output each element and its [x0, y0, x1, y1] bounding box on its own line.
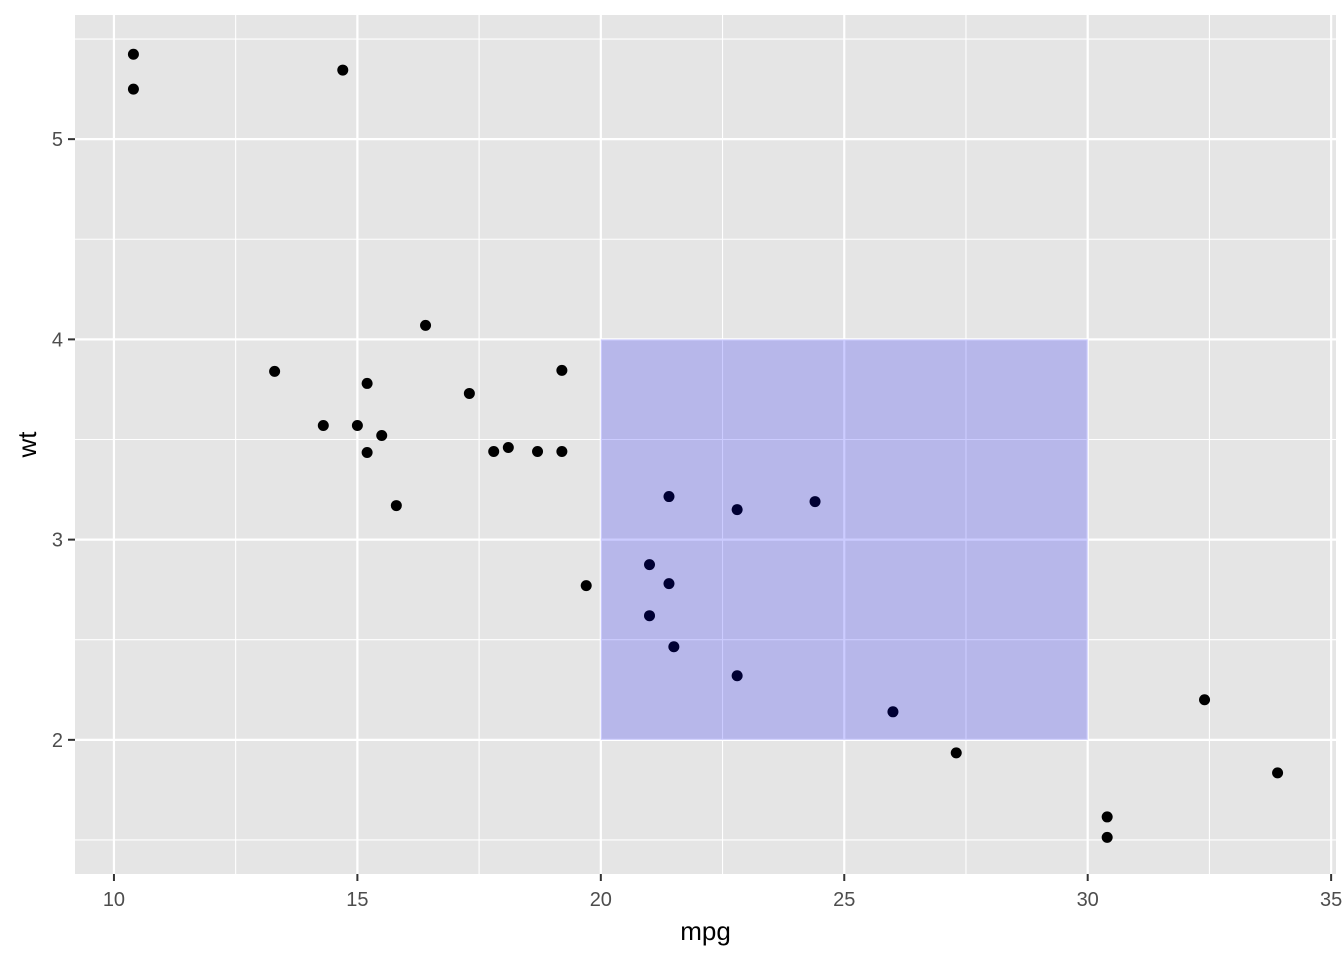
data-point	[556, 364, 568, 376]
data-point	[556, 446, 568, 458]
y-tick-label: 2	[52, 730, 63, 752]
data-point	[1101, 831, 1113, 843]
y-tick-label: 5	[52, 129, 63, 151]
data-point	[488, 446, 500, 458]
x-tick-label: 25	[833, 889, 855, 911]
highlight-rectangle	[600, 339, 1088, 740]
data-point	[887, 706, 899, 718]
data-point	[532, 446, 544, 458]
data-point	[390, 500, 402, 512]
x-axis: 10 15 20 25 30 35	[103, 874, 1342, 911]
data-point	[950, 747, 962, 759]
data-point	[644, 610, 656, 622]
y-tick-label: 3	[52, 530, 63, 552]
data-point	[644, 559, 656, 571]
data-point	[668, 641, 680, 653]
data-point	[580, 580, 592, 592]
data-point	[1199, 694, 1211, 706]
data-point	[337, 64, 349, 76]
data-point	[663, 491, 675, 503]
data-point	[731, 670, 743, 682]
major-gridlines	[75, 15, 1336, 874]
data-point	[127, 48, 139, 60]
data-point	[663, 578, 675, 590]
data-point	[463, 387, 475, 399]
x-tick-label: 10	[103, 889, 125, 911]
data-points	[127, 48, 1284, 843]
data-point	[420, 319, 432, 331]
x-axis-title: mpg	[680, 916, 731, 946]
x-tick-label: 35	[1320, 889, 1342, 911]
x-tick-label: 15	[346, 889, 368, 911]
data-point	[376, 429, 388, 441]
data-point	[502, 442, 514, 454]
data-point	[731, 504, 743, 516]
data-point	[351, 419, 363, 431]
data-point	[1101, 811, 1113, 823]
y-tick-label: 4	[52, 329, 63, 351]
plot-panel	[75, 15, 1336, 874]
data-point	[317, 419, 329, 431]
data-point	[809, 496, 821, 508]
x-tick-label: 30	[1077, 889, 1099, 911]
minor-gridlines	[75, 15, 1336, 874]
data-point	[127, 83, 139, 95]
data-point	[269, 365, 281, 377]
data-point	[361, 377, 373, 389]
y-axis-title: wt	[12, 431, 42, 459]
x-tick-label: 20	[590, 889, 612, 911]
data-point	[1272, 767, 1284, 779]
y-axis: 2 3 4 5	[52, 129, 75, 752]
data-point	[361, 447, 373, 459]
